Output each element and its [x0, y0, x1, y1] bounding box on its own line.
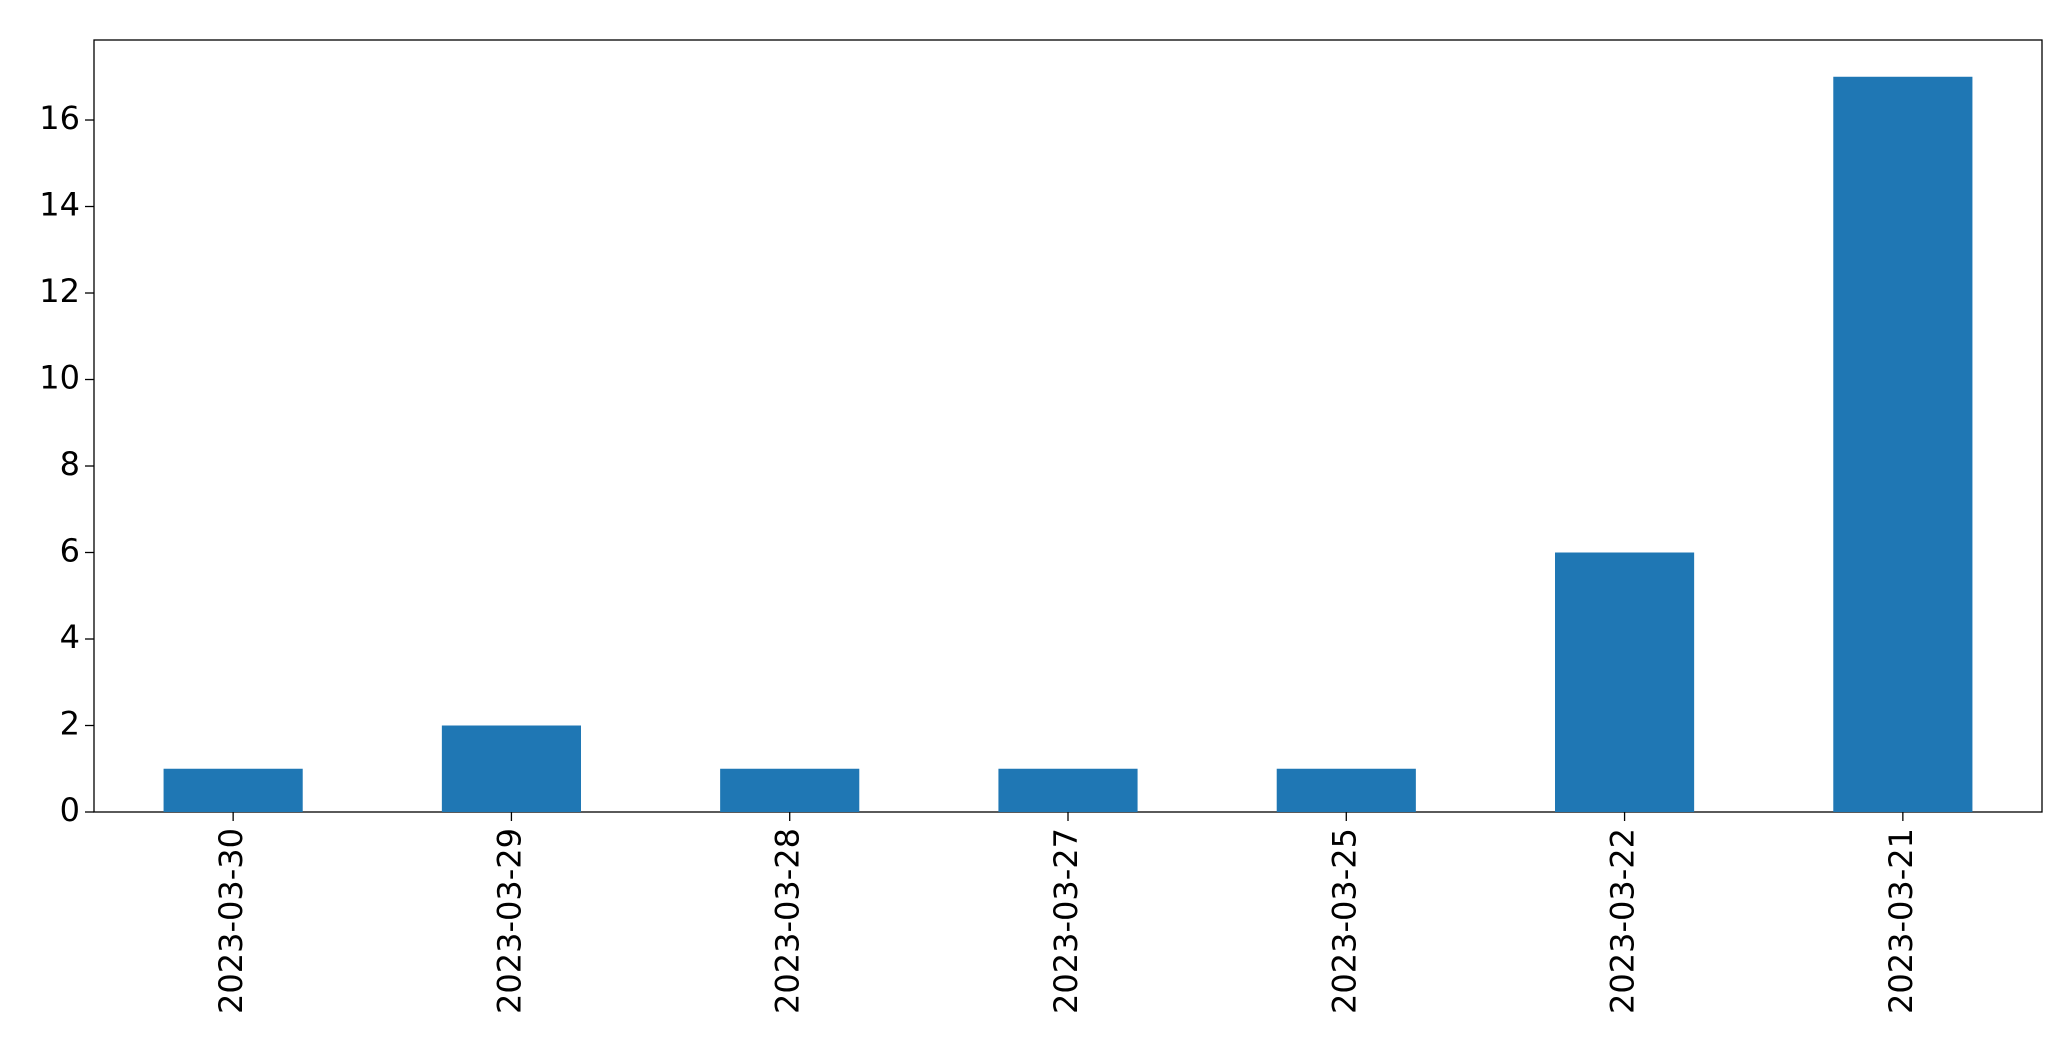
- bar: [998, 768, 1138, 812]
- bar: [1276, 768, 1416, 812]
- bar: [163, 768, 303, 812]
- bar: [720, 768, 860, 812]
- y-tick-label: 6: [60, 532, 80, 570]
- x-tick-label: 2023-03-30: [212, 828, 250, 1014]
- y-tick-label: 16: [39, 99, 80, 137]
- plot-frame: [93, 39, 2043, 813]
- y-tick-label: 8: [60, 445, 80, 483]
- bar: [1555, 552, 1695, 812]
- x-tick-label: 2023-03-29: [490, 828, 528, 1014]
- bar: [441, 725, 581, 812]
- x-tick-label: 2023-03-25: [1325, 828, 1363, 1014]
- y-tick-label: 10: [39, 359, 80, 397]
- x-tick-label: 2023-03-21: [1882, 828, 1920, 1014]
- x-tick-label: 2023-03-27: [1047, 828, 1085, 1014]
- x-tick-label: 2023-03-28: [769, 828, 807, 1014]
- y-tick-label: 12: [39, 272, 80, 310]
- x-tick-label: 2023-03-22: [1604, 828, 1642, 1014]
- y-tick-label: 14: [39, 186, 80, 224]
- y-tick-label: 0: [60, 791, 80, 829]
- y-tick-label: 2: [60, 705, 80, 743]
- bar: [1833, 76, 1973, 812]
- y-tick-label: 4: [60, 618, 80, 656]
